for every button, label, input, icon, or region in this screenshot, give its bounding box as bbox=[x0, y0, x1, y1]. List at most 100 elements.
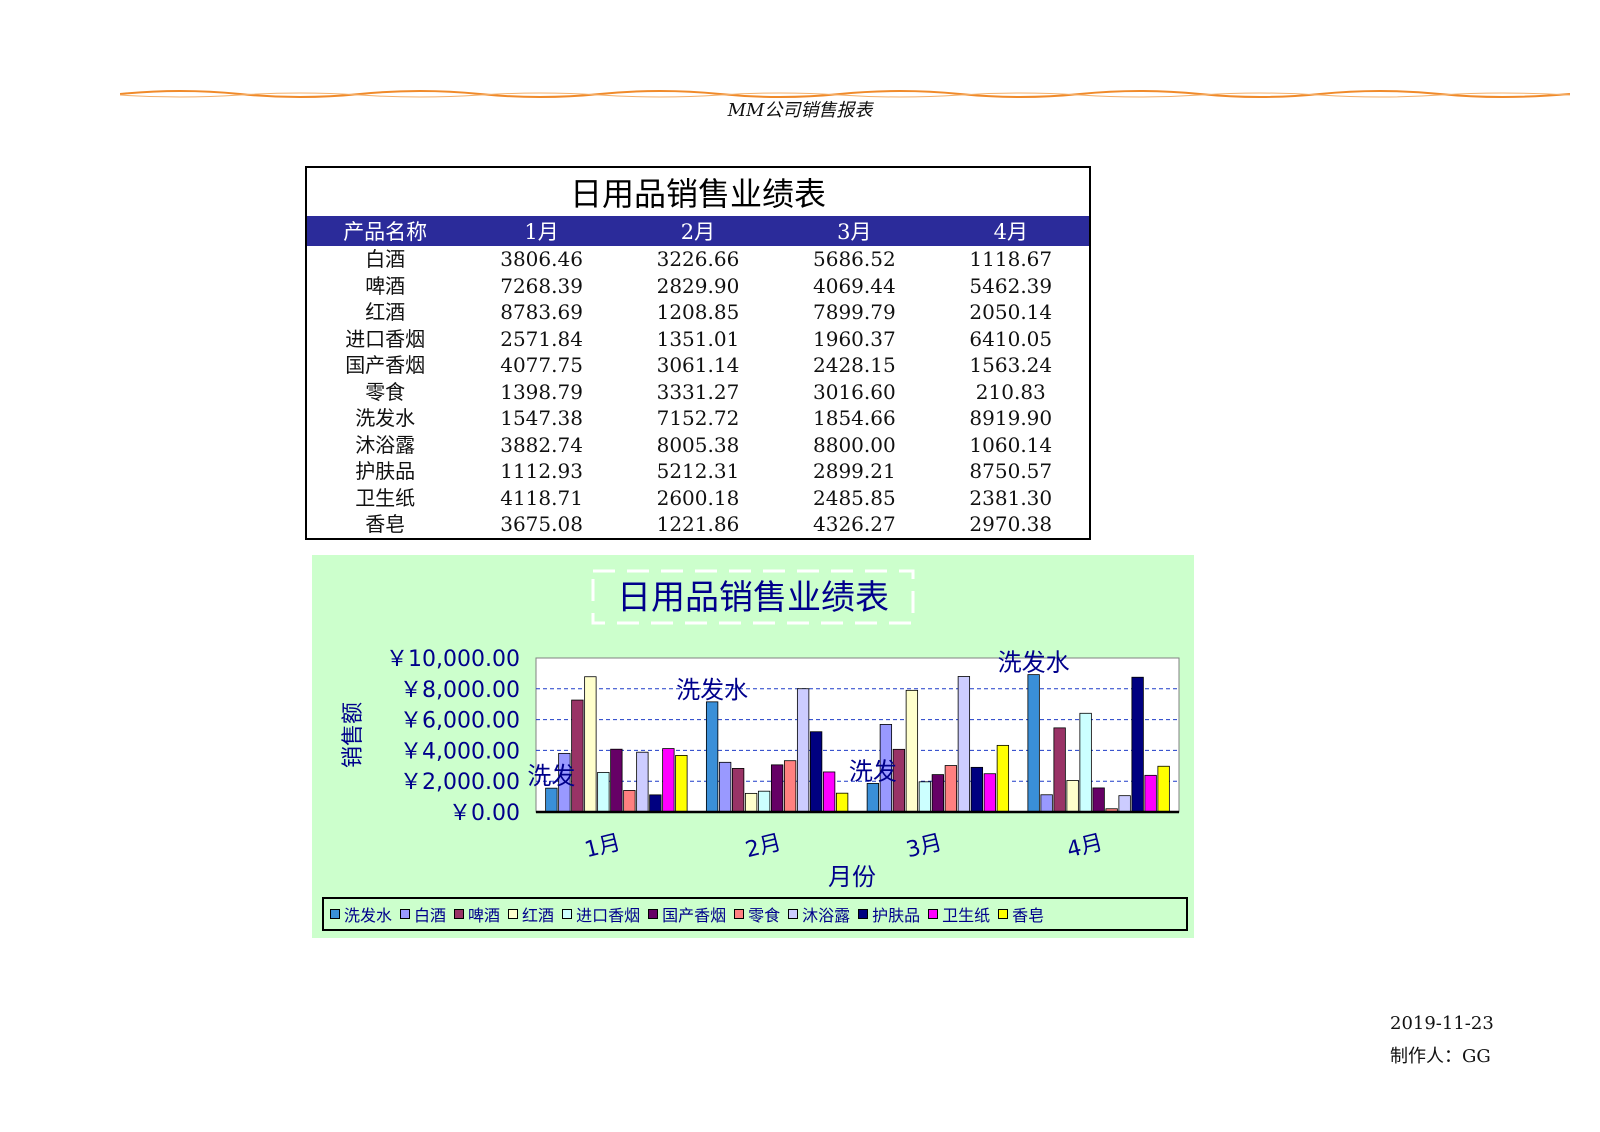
sales-value-cell: 1221.86 bbox=[656, 512, 740, 537]
chart-bar bbox=[1092, 787, 1105, 813]
sales-value-cell: 4077.75 bbox=[500, 353, 583, 378]
legend-label: 白酒 bbox=[414, 906, 447, 925]
chart-bar bbox=[649, 794, 662, 813]
chart-bar bbox=[597, 771, 610, 813]
legend-swatch bbox=[648, 909, 659, 919]
x-tick-label: 2月 bbox=[743, 830, 784, 863]
sales-table: 产品名称 1月 2月 3月 4月 白酒 3806.46 3226.66 5686.52… bbox=[307, 216, 1089, 538]
legend-item: 白酒 bbox=[400, 902, 446, 926]
table-row: 零食 1398.79 3331.27 3016.60 210.83 bbox=[307, 379, 1089, 406]
sales-value-cell: 2970.38 bbox=[969, 512, 1053, 537]
chart-title: 日用品销售业绩表 bbox=[617, 578, 889, 618]
product-name-cell: 卫生纸 bbox=[355, 485, 416, 510]
chart-bar bbox=[1118, 795, 1131, 813]
sales-value-cell: 5686.52 bbox=[813, 247, 896, 272]
column-header-apr: 4月 bbox=[932, 216, 1089, 246]
legend-label: 红酒 bbox=[522, 906, 555, 925]
sales-value-cell: 3675.08 bbox=[500, 512, 583, 537]
legend-label: 卫生纸 bbox=[942, 906, 991, 925]
sales-value-cell: 4069.44 bbox=[813, 273, 896, 298]
sales-value-cell: 3061.14 bbox=[656, 353, 740, 378]
x-tick-label: 4月 bbox=[1065, 830, 1106, 863]
chart-bar bbox=[584, 676, 597, 813]
column-header-jan: 1月 bbox=[463, 216, 620, 246]
y-tick-label: ￥10,000.00 bbox=[386, 647, 520, 672]
column-header-feb: 2月 bbox=[619, 216, 777, 246]
chart-bar bbox=[623, 790, 636, 813]
sales-value-cell: 1398.79 bbox=[500, 379, 583, 404]
y-axis-title: 销售额 bbox=[341, 702, 366, 768]
chart-bar bbox=[918, 781, 932, 813]
sales-value-cell: 1547.38 bbox=[500, 406, 583, 431]
legend-swatch bbox=[788, 909, 799, 919]
product-name-cell: 护肤品 bbox=[355, 459, 416, 484]
chart-bar bbox=[970, 766, 984, 813]
sales-value-cell: 1208.85 bbox=[656, 300, 740, 325]
table-row: 进口香烟 2571.84 1351.01 1960.37 6410.05 bbox=[307, 326, 1089, 353]
sales-value-cell: 3806.46 bbox=[500, 247, 583, 272]
table-row: 沐浴露 3882.74 8005.38 8800.00 1060.14 bbox=[307, 432, 1089, 459]
legend-item: 红酒 bbox=[508, 902, 554, 926]
y-tick-label: ￥0.00 bbox=[449, 801, 520, 826]
chart-bar bbox=[731, 768, 745, 813]
table-row: 啤酒 7268.39 2829.90 4069.44 5462.39 bbox=[307, 273, 1089, 300]
chart-bar bbox=[1027, 674, 1040, 813]
sales-value-cell: 1960.37 bbox=[813, 326, 896, 351]
sales-value-cell: 8919.90 bbox=[969, 406, 1053, 431]
chart-bar bbox=[1131, 676, 1144, 813]
legend-label: 啤酒 bbox=[468, 906, 501, 925]
legend-item: 啤酒 bbox=[454, 902, 500, 926]
chart-bar bbox=[983, 773, 997, 813]
data-label: 洗发水 bbox=[998, 649, 1070, 677]
chart-bar bbox=[675, 755, 688, 813]
chart-bar bbox=[770, 764, 784, 813]
table-row: 白酒 3806.46 3226.66 5686.52 1118.67 bbox=[307, 246, 1089, 273]
sales-value-cell: 2899.21 bbox=[813, 459, 896, 484]
chart-bar bbox=[931, 774, 945, 813]
chart-bar bbox=[783, 760, 797, 813]
legend-swatch bbox=[858, 909, 869, 919]
sales-value-cell: 7268.39 bbox=[500, 273, 583, 298]
sales-value-cell: 8783.69 bbox=[500, 300, 583, 325]
product-name-cell: 啤酒 bbox=[365, 273, 406, 298]
x-axis-title: 月份 bbox=[828, 863, 876, 891]
y-tick-label: ￥8,000.00 bbox=[400, 678, 520, 703]
y-tick-label: ￥2,000.00 bbox=[400, 770, 520, 795]
table-row: 香皂 3675.08 1221.86 4326.27 2970.38 bbox=[307, 511, 1089, 538]
chart-bar bbox=[996, 744, 1010, 813]
chart-bar bbox=[822, 771, 836, 813]
column-header-product: 产品名称 bbox=[307, 216, 464, 246]
legend-swatch bbox=[400, 909, 411, 919]
sales-value-cell: 3331.27 bbox=[656, 379, 740, 404]
chart-bar bbox=[757, 790, 771, 813]
header-wave-line bbox=[120, 90, 1570, 98]
legend-swatch bbox=[998, 909, 1009, 919]
sales-value-cell: 8800.00 bbox=[813, 432, 896, 457]
sales-value-cell: 2050.14 bbox=[969, 300, 1053, 325]
chart-bar bbox=[866, 783, 880, 813]
chart-bar bbox=[545, 787, 558, 813]
legend-swatch bbox=[454, 909, 465, 919]
legend-item: 护肤品 bbox=[858, 902, 920, 926]
sales-value-cell: 3226.66 bbox=[656, 247, 740, 272]
sales-value-cell: 1351.01 bbox=[656, 326, 740, 351]
data-label: 洗发水 bbox=[676, 676, 748, 704]
table-row: 洗发水 1547.38 7152.72 1854.66 8919.90 bbox=[307, 405, 1089, 432]
sales-value-cell: 1854.66 bbox=[813, 406, 896, 431]
legend-item: 卫生纸 bbox=[928, 902, 990, 926]
legend-swatch bbox=[508, 909, 519, 919]
sales-value-cell: 2485.85 bbox=[813, 485, 896, 510]
x-tick-label: 3月 bbox=[904, 830, 945, 863]
table-row: 卫生纸 4118.71 2600.18 2485.85 2381.30 bbox=[307, 485, 1089, 512]
chart-bar bbox=[610, 748, 623, 813]
chart-bar bbox=[957, 676, 971, 813]
table-row: 国产香烟 4077.75 3061.14 2428.15 1563.24 bbox=[307, 352, 1089, 379]
product-name-cell: 国产香烟 bbox=[345, 353, 426, 378]
legend-item: 零食 bbox=[734, 902, 780, 926]
product-name-cell: 洗发水 bbox=[355, 406, 416, 431]
product-name-cell: 香皂 bbox=[365, 512, 406, 537]
chart-bar bbox=[705, 701, 719, 813]
sales-table-panel: 日用品销售业绩表 产品名称 1月 2月 3月 4月 白酒 3806.46 3226.… bbox=[305, 166, 1091, 540]
chart-title-frame bbox=[591, 569, 915, 625]
sales-value-cell: 7899.79 bbox=[813, 300, 896, 325]
